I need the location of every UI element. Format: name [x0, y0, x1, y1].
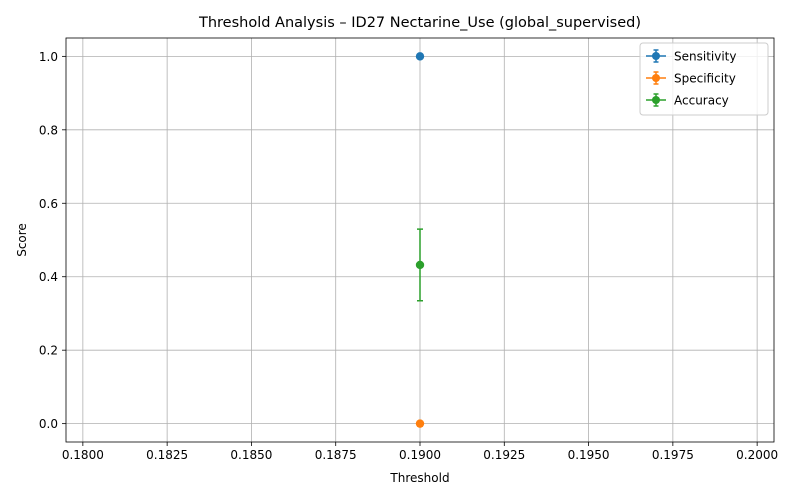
sensitivity-point	[415, 52, 425, 61]
legend-specificity-label: Specificity	[674, 72, 736, 86]
specificity-point	[415, 419, 425, 428]
x-axis-label: Threshold	[389, 471, 449, 485]
y-axis-label: Score	[15, 223, 29, 257]
legend-sensitivity-marker	[652, 52, 660, 60]
y-tick-label: 0.0	[39, 417, 58, 431]
x-tick-label: 0.1825	[146, 448, 188, 462]
x-tick-label: 0.1950	[568, 448, 610, 462]
y-tick-label: 0.6	[39, 197, 58, 211]
y-tick-label: 0.4	[39, 270, 58, 284]
legend: Sensitivity Specificity Accuracy	[639, 42, 769, 116]
x-tick-label: 0.1850	[230, 448, 272, 462]
accuracy-point	[415, 260, 425, 270]
x-tick-label: 0.1800	[62, 448, 104, 462]
x-tick-label: 0.2000	[736, 448, 778, 462]
chart-title: Threshold Analysis – ID27 Nectarine_Use …	[198, 15, 641, 31]
y-tick-label: 1.0	[39, 50, 58, 64]
legend-accuracy-marker	[652, 96, 660, 104]
legend-sensitivity-label: Sensitivity	[674, 50, 736, 64]
legend-accuracy-label: Accuracy	[674, 94, 729, 108]
legend-specificity-marker	[652, 74, 660, 82]
y-tick-label: 0.2	[39, 344, 58, 358]
plot-frame	[65, 37, 775, 443]
x-tick-label: 0.1925	[483, 448, 525, 462]
x-tick-label: 0.1900	[399, 448, 441, 462]
data-points	[415, 52, 425, 428]
x-tick-label: 0.1975	[652, 448, 694, 462]
axis-ticks: 0.1800 0.1825 0.1850 0.1875 0.1900 0.1925 0.19…	[39, 50, 778, 462]
x-tick-label: 0.1875	[315, 448, 357, 462]
y-tick-label: 0.8	[39, 123, 58, 137]
legend-box	[639, 42, 769, 116]
